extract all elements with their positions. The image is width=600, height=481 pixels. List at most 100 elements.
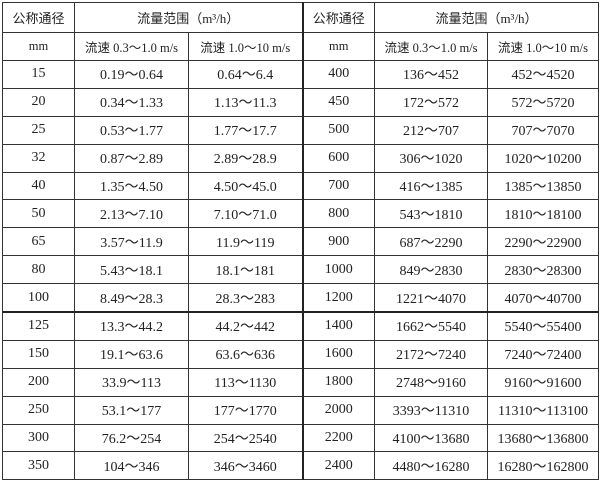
dn-cell: 50	[2, 199, 75, 229]
dn-cell: 25	[2, 115, 75, 145]
flow-high-cell: 13680～136800	[487, 423, 599, 453]
table-row: 15 0.19～0.64 0.64～6.4 400 136～452 452～4520	[2, 60, 599, 89]
flow-low-cell: 4480～16280	[374, 451, 488, 481]
dn-cell: 150	[2, 339, 75, 369]
flow-low-cell: 0.53～1.77	[74, 115, 189, 145]
dn-cell: 32	[2, 143, 75, 173]
flow-header: 流量范围（m³/h）	[374, 2, 599, 33]
table-row: 250 53.1～177 177～1770 2000 3393～11310 11310～1…	[2, 395, 599, 425]
table-row: 20 0.34～1.33 1.13～11.3 450 172～572 572～5720	[2, 87, 599, 117]
flow-high-cell: 7.10～71.0	[188, 199, 303, 229]
dn-cell: 125	[2, 311, 75, 341]
table-row: 100 8.49～28.3 28.3～283 1200 1221～4070 4070～40…	[2, 283, 599, 313]
unit-label: mm	[301, 32, 375, 61]
dn-cell: 20	[2, 87, 75, 117]
flow-high-cell: 4.50～45.0	[188, 171, 303, 201]
flow-low-cell: 212～707	[374, 115, 488, 145]
flow-low-cell: 1662～5540	[374, 311, 488, 341]
dn-cell: 700	[301, 171, 375, 201]
flow-low-cell: 1221～4070	[374, 283, 488, 313]
speed-high-header: 流速 1.0～10 m/s	[487, 32, 599, 61]
flow-high-cell: 5540～55400	[487, 311, 599, 341]
flow-high-cell: 1810～18100	[487, 199, 599, 229]
dn-header: 公称通径	[2, 2, 75, 33]
flow-low-cell: 76.2～254	[74, 423, 189, 453]
flow-low-cell: 3393～11310	[374, 395, 488, 425]
dn-cell: 800	[301, 199, 375, 229]
flow-high-cell: 63.6～636	[188, 339, 303, 369]
flow-low-cell: 2.13～7.10	[74, 199, 189, 229]
dn-header: 公称通径	[301, 2, 375, 33]
flow-high-cell: 113～1130	[188, 367, 303, 397]
flow-low-cell: 104～346	[74, 451, 189, 481]
flow-low-cell: 4100～13680	[374, 423, 488, 453]
dn-cell: 2400	[301, 451, 375, 481]
table-row: 40 1.35～4.50 4.50～45.0 700 416～1385 1385～1385…	[2, 171, 599, 201]
flow-low-cell: 3.57～11.9	[74, 227, 189, 257]
dn-cell: 900	[301, 227, 375, 257]
dn-cell: 100	[2, 283, 75, 313]
flow-high-cell: 2.89～28.9	[188, 143, 303, 173]
dn-cell: 40	[2, 171, 75, 201]
table-row: 300 76.2～254 254～2540 2200 4100～13680 13680～1…	[2, 423, 599, 453]
flow-high-cell: 1.77～17.7	[188, 115, 303, 145]
flow-high-cell: 0.64～6.4	[188, 60, 303, 89]
speed-high-header: 流速 1.0～10 m/s	[188, 32, 303, 61]
flow-high-cell: 707～7070	[487, 115, 599, 145]
flow-high-cell: 1385～13850	[487, 171, 599, 201]
flow-high-cell: 9160～91600	[487, 367, 599, 397]
table-row: 80 5.43～18.1 18.1～181 1000 849～2830 2830～2830…	[2, 255, 599, 285]
flow-high-cell: 1.13～11.3	[188, 87, 303, 117]
flow-high-cell: 1020～10200	[487, 143, 599, 173]
dn-cell: 350	[2, 451, 75, 481]
subheader-row: mm 流速 0.3～1.0 m/s 流速 1.0～10 m/s mm 流速 0.…	[2, 32, 599, 61]
flow-low-cell: 849～2830	[374, 255, 488, 285]
flow-low-cell: 2172～7240	[374, 339, 488, 369]
dn-cell: 600	[301, 143, 375, 173]
dn-cell: 1400	[301, 311, 375, 341]
dn-cell: 400	[301, 60, 375, 89]
flow-high-cell: 2830～28300	[487, 255, 599, 285]
flow-low-cell: 0.34～1.33	[74, 87, 189, 117]
dn-cell: 450	[301, 87, 375, 117]
dn-cell: 250	[2, 395, 75, 425]
flow-low-cell: 19.1～63.6	[74, 339, 189, 369]
flow-high-cell: 177～1770	[188, 395, 303, 425]
flow-low-cell: 53.1～177	[74, 395, 189, 425]
flow-high-cell: 44.2～442	[188, 311, 303, 341]
flow-high-cell: 11310～113100	[487, 395, 599, 425]
flow-high-cell: 452～4520	[487, 60, 599, 89]
table-row: 25 0.53～1.77 1.77～17.7 500 212～707 707～7070	[2, 115, 599, 145]
flow-high-cell: 16280～162800	[487, 451, 599, 481]
table-row: 32 0.87～2.89 2.89～28.9 600 306～1020 1020～1020…	[2, 143, 599, 173]
flow-high-cell: 2290～22900	[487, 227, 599, 257]
flow-header: 流量范围（m³/h）	[74, 2, 303, 33]
flow-low-cell: 172～572	[374, 87, 488, 117]
flow-high-cell: 18.1～181	[188, 255, 303, 285]
flow-low-cell: 0.87～2.89	[74, 143, 189, 173]
flow-low-cell: 5.43～18.1	[74, 255, 189, 285]
flow-low-cell: 416～1385	[374, 171, 488, 201]
flow-low-cell: 1.35～4.50	[74, 171, 189, 201]
flow-low-cell: 33.9～113	[74, 367, 189, 397]
flow-low-cell: 2748～9160	[374, 367, 488, 397]
dn-cell: 1600	[301, 339, 375, 369]
dn-cell: 1000	[301, 255, 375, 285]
dn-cell: 80	[2, 255, 75, 285]
flow-high-cell: 346～3460	[188, 451, 303, 481]
flow-low-cell: 306～1020	[374, 143, 488, 173]
dn-cell: 200	[2, 367, 75, 397]
dn-cell: 1800	[301, 367, 375, 397]
flow-low-cell: 13.3～44.2	[74, 311, 189, 341]
dn-cell: 15	[2, 60, 75, 89]
dn-cell: 1200	[301, 283, 375, 313]
table-row: 200 33.9～113 113～1130 1800 2748～9160 9160～916…	[2, 367, 599, 397]
flow-high-cell: 4070～40700	[487, 283, 599, 313]
dn-cell: 500	[301, 115, 375, 145]
unit-label: mm	[2, 32, 75, 61]
flow-low-cell: 687～2290	[374, 227, 488, 257]
flow-high-cell: 254～2540	[188, 423, 303, 453]
dn-cell: 65	[2, 227, 75, 257]
flow-low-cell: 543～1810	[374, 199, 488, 229]
